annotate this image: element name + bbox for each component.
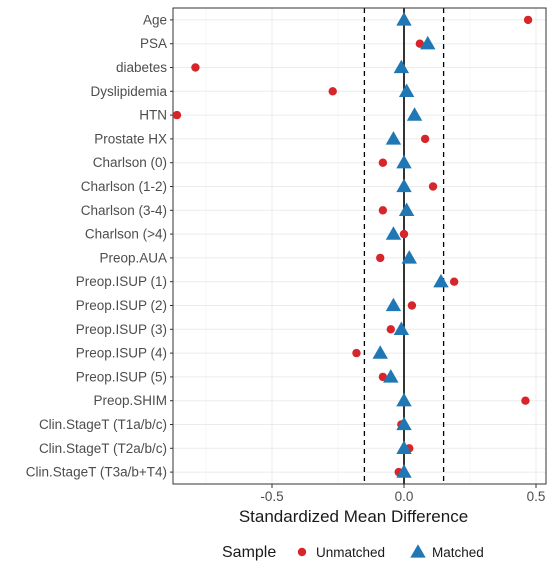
point-unmatched	[399, 229, 409, 239]
legend-key-matched	[410, 544, 426, 558]
point-unmatched	[376, 253, 385, 263]
y-tick-label: Charlson (0)	[93, 155, 167, 170]
y-tick-label: Prostate HX	[94, 131, 167, 146]
plot-panel	[173, 8, 546, 484]
point-matched	[401, 250, 417, 264]
point-unmatched	[172, 110, 182, 120]
y-axis: Age PSA diabetes Dyslipidemia HTN Prostate HX…	[26, 12, 173, 480]
y-tick-label: Preop.AUA	[99, 250, 167, 265]
data-marks	[172, 12, 533, 478]
x-axis-title: Standardized Mean Difference	[239, 507, 468, 526]
point-matched	[396, 440, 412, 454]
point-unmatched	[386, 325, 395, 334]
y-tick-label: Clin.StageT (T3a/b+T4)	[26, 465, 167, 480]
legend-key-unmatched	[297, 547, 307, 557]
point-unmatched	[352, 348, 361, 358]
y-tick-label: Charlson (3-4)	[81, 203, 167, 218]
y-tick-label: Preop.SHIM	[93, 393, 167, 408]
y-tick-label: Age	[143, 12, 167, 27]
point-unmatched	[521, 396, 530, 405]
y-tick-label: Preop.ISUP (2)	[76, 298, 167, 313]
point-unmatched	[449, 277, 459, 286]
point-matched	[396, 178, 412, 193]
point-matched	[396, 392, 412, 407]
point-matched	[385, 131, 402, 145]
point-matched	[372, 345, 388, 359]
point-matched	[385, 297, 402, 312]
point-matched	[396, 416, 412, 431]
legend-title: Sample	[222, 544, 276, 561]
point-unmatched	[428, 182, 438, 191]
point-matched	[398, 83, 415, 97]
point-unmatched	[378, 372, 388, 382]
y-tick-label: diabetes	[116, 60, 167, 75]
point-matched	[393, 321, 410, 335]
x-tick-label: 0.0	[395, 489, 414, 504]
legend-label-matched: Matched	[432, 545, 484, 560]
point-matched	[396, 154, 412, 169]
point-matched	[420, 35, 436, 50]
y-tick-label: Preop.ISUP (4)	[76, 346, 167, 361]
y-tick-label: Charlson (1-2)	[81, 179, 167, 194]
legend: Sample Unmatched Matched	[222, 544, 484, 561]
y-tick-label: PSA	[140, 36, 167, 51]
point-matched	[393, 59, 410, 74]
point-matched	[398, 202, 415, 216]
point-unmatched	[191, 63, 200, 72]
point-unmatched	[407, 301, 417, 310]
grid	[173, 8, 546, 484]
point-matched	[385, 226, 402, 240]
panel-border	[172, 7, 547, 485]
point-unmatched	[420, 134, 430, 144]
point-matched	[383, 369, 399, 383]
x-axis: -0.5 0.0 0.5	[260, 484, 545, 504]
point-unmatched	[523, 15, 533, 25]
point-unmatched	[378, 206, 388, 215]
point-unmatched	[378, 158, 388, 167]
y-tick-label: Charlson (>4)	[85, 227, 167, 242]
point-matched	[396, 12, 412, 26]
point-matched	[433, 273, 449, 288]
x-tick-label: -0.5	[260, 489, 283, 504]
y-tick-label: Preop.ISUP (5)	[76, 369, 167, 384]
point-matched	[396, 464, 412, 478]
point-matched	[406, 107, 423, 121]
point-unmatched	[328, 87, 337, 96]
y-tick-label: Clin.StageT (T1a/b/c)	[39, 417, 167, 432]
y-tick-label: Preop.ISUP (3)	[76, 322, 167, 337]
point-unmatched	[415, 39, 425, 48]
y-tick-label: Clin.StageT (T2a/b/c)	[39, 441, 167, 456]
y-tick-label: HTN	[139, 108, 167, 123]
y-tick-label: Preop.ISUP (1)	[76, 274, 167, 289]
x-tick-label: 0.5	[527, 489, 546, 504]
y-tick-label: Dyslipidemia	[90, 84, 167, 99]
legend-label-unmatched: Unmatched	[316, 545, 385, 560]
